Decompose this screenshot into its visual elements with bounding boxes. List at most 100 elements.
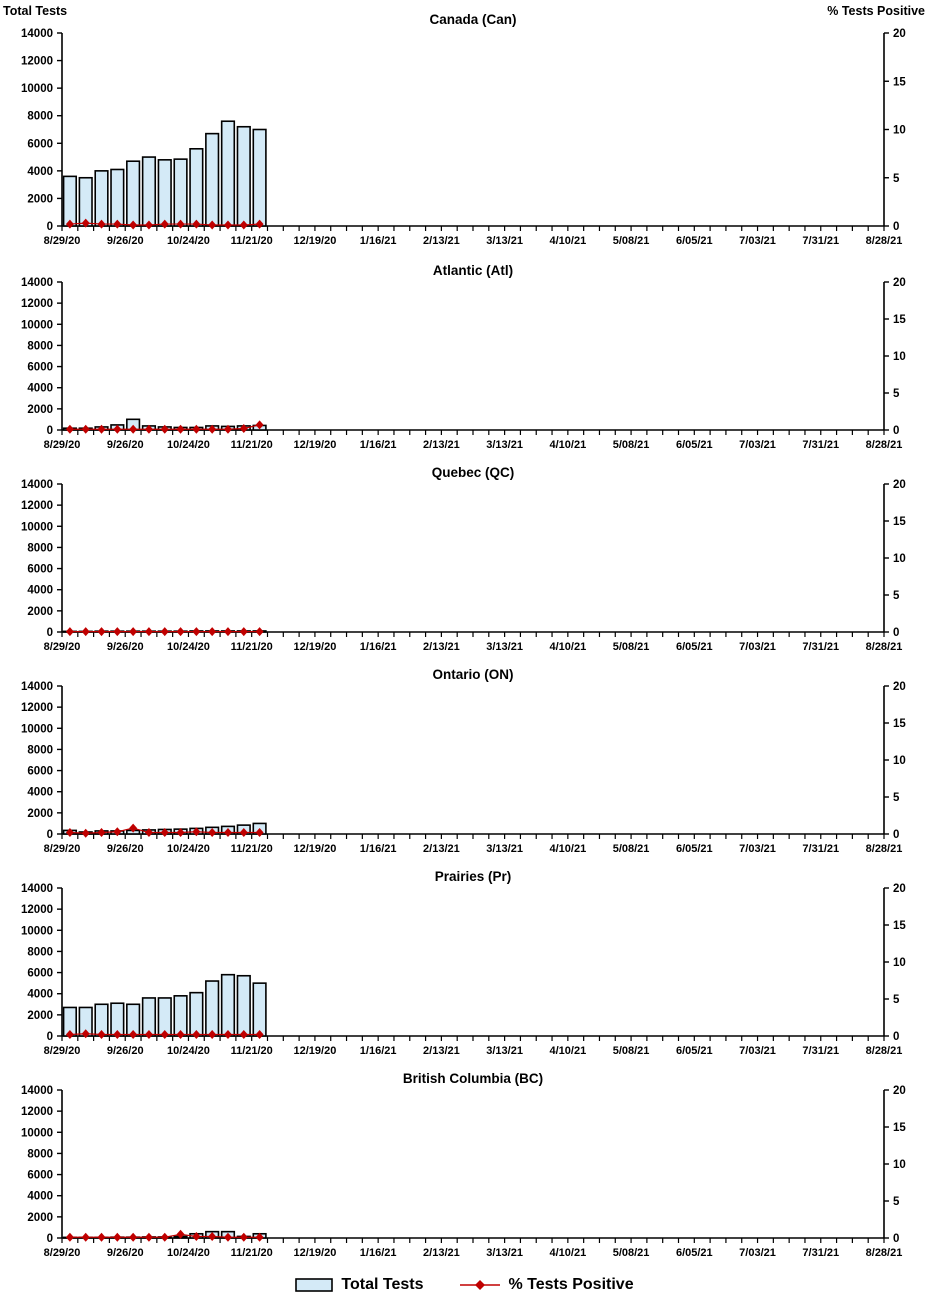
pct-positive-marker [97,627,106,637]
x-tick-label: 5/08/21 [613,1247,650,1259]
panel-title-quebec: Quebec (QC) [432,465,515,480]
chart-canada: Total Tests % Tests Positive Canada (Can) 0… [3,4,925,247]
pct-positive-marker [192,627,201,637]
pct-positive-marker [113,1030,122,1040]
pct-positive-marker [113,424,122,434]
x-tick-label: 10/24/20 [167,641,210,653]
pct-positive-marker [65,627,74,637]
x-tick-label: 5/08/21 [613,235,650,247]
x-tick-label: 8/28/21 [866,1045,903,1057]
x-tick-label: 7/31/21 [802,641,839,653]
total-tests-bar [173,158,188,227]
right-tick-label: 10 [893,755,906,767]
x-tick-label: 7/31/21 [802,843,839,855]
x-tick-label: 3/13/21 [486,843,523,855]
x-tick-label: 8/28/21 [866,439,903,451]
left-tick-label: 0 [47,627,53,639]
pct-positive-marker-icon [459,1280,500,1290]
left-tick-label: 0 [47,221,53,233]
total-tests-bar [94,170,109,227]
x-tick-label: 8/28/21 [866,843,903,855]
x-tick-label: 2/13/21 [423,439,460,451]
left-tick-label: 4000 [27,787,53,799]
left-tick-label: 10000 [21,521,53,533]
pct-positive-marker [208,828,217,838]
left-tick-label: 12000 [21,56,53,68]
left-tick-label: 12000 [21,904,53,916]
right-tick-label: 0 [893,1233,899,1245]
x-tick-label: 3/13/21 [486,1045,523,1057]
x-tick-label: 4/10/21 [549,641,586,653]
left-tick-label: 8000 [27,1148,53,1160]
x-tick-label: 6/05/21 [676,1045,713,1057]
x-tick-label: 8/28/21 [866,235,903,247]
left-tick-label: 4000 [27,989,53,1001]
chart-panel-prairies: Prairies (Pr) 0 2000 4000 6000 8000 10000 12000… [0,864,928,1066]
right-tick-label: 10 [893,957,906,969]
pct-positive-marker [160,627,169,637]
x-tick-label: 7/31/21 [802,1247,839,1259]
legend-item-total-tests: Total Tests [294,1276,424,1294]
x-tick-label: 10/24/20 [167,439,210,451]
pct-positive-marker [144,1232,153,1242]
x-tick-label: 9/26/20 [107,1045,144,1057]
x-tick-label: 6/05/21 [676,439,713,451]
left-tick-label: 8000 [27,744,53,756]
pct-positive-marker [160,828,169,838]
total-tests-swatch-icon [295,1278,334,1292]
left-tick-label: 4000 [27,1191,53,1203]
x-tick-label: 9/26/20 [107,641,144,653]
pct-positive-marker [97,828,106,838]
pct-positive-marker [176,424,185,434]
chart-legend: Total Tests % Tests Positive [0,1276,928,1294]
left-tick-label: 0 [47,829,53,841]
left-tick-label: 14000 [21,681,53,693]
pct-positive-marker [129,1232,138,1242]
x-tick-label: 7/03/21 [739,1045,776,1057]
pct-positive-marker [113,1232,122,1242]
right-tick-label: 20 [893,883,906,895]
x-tick-label: 5/08/21 [613,1045,650,1057]
pct-positive-marker [129,424,138,434]
left-tick-label: 12000 [21,1106,53,1118]
pct-positive-marker [129,1030,138,1040]
chart-ontario: Ontario (ON) 0 2000 4000 6000 8000 10000 12000 1… [21,667,906,855]
pct-positive-marker [113,219,122,229]
pct-positive-marker [160,1232,169,1242]
x-tick-label: 4/10/21 [549,1045,586,1057]
left-tick-label: 8000 [27,542,53,554]
pct-positive-marker [192,219,201,229]
x-tick-label: 12/19/20 [294,843,337,855]
pct-positive-marker [81,828,90,838]
left-tick-label: 2000 [27,193,53,205]
x-tick-label: 6/05/21 [676,1247,713,1259]
x-tick-label: 2/13/21 [423,641,460,653]
left-tick-label: 14000 [21,277,53,289]
pct-positive-marker [81,1029,90,1039]
pct-positive-marker [255,1030,264,1040]
left-tick-label: 10000 [21,83,53,95]
left-tick-label: 6000 [27,766,53,778]
pct-positive-marker [208,220,217,230]
right-axis-title: % Tests Positive [827,4,925,18]
right-tick-label: 5 [893,388,900,400]
total-tests-bar [141,156,157,227]
x-tick-label: 12/19/20 [294,641,337,653]
total-tests-bar [220,120,236,227]
pct-positive-marker [176,1030,185,1040]
pct-positive-marker [113,827,122,837]
pct-positive-marker [97,219,106,229]
x-tick-label: 2/13/21 [423,1045,460,1057]
x-tick-label: 1/16/21 [360,1247,397,1259]
x-tick-label: 9/26/20 [107,235,144,247]
pct-positive-marker [113,627,122,637]
right-tick-label: 20 [893,28,906,40]
right-tick-label: 15 [893,314,906,326]
x-tick-label: 8/29/20 [44,641,81,653]
pct-positive-marker [223,1030,232,1040]
x-tick-label: 9/26/20 [107,843,144,855]
left-tick-label: 14000 [21,479,53,491]
left-tick-label: 6000 [27,968,53,980]
left-tick-label: 2000 [27,404,53,416]
pct-positive-marker [81,627,90,637]
